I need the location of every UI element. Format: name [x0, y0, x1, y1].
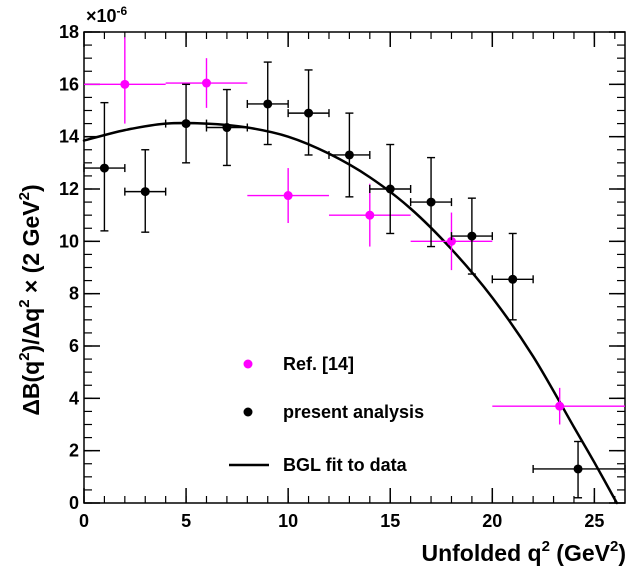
present-analysis-point [205, 88, 249, 167]
data-marker [426, 197, 436, 207]
y-axis-title-part-2: )/Δq [18, 308, 44, 353]
legend-label-bgl-fit: BGL fit to data [283, 455, 408, 475]
y-axis-title-sup-2: 2 [16, 299, 33, 307]
data-marker [201, 78, 211, 88]
x-tick-label: 5 [181, 511, 191, 531]
ref14-point [84, 37, 166, 124]
present-analysis-point [246, 61, 289, 146]
data-marker [263, 99, 273, 109]
y-tick-label: 8 [69, 284, 79, 304]
legend-marker-ref14 [243, 359, 253, 369]
data-marker [120, 79, 130, 89]
x-tick-label: 0 [79, 511, 89, 531]
legend-label-ref14: Ref. [14] [283, 354, 354, 374]
legend-label-present-analysis: present analysis [283, 402, 424, 422]
present-analysis-point [491, 232, 534, 321]
data-marker [140, 187, 150, 197]
present-analysis-point [409, 156, 453, 248]
x-axis-title-unit-sup: 2 [610, 538, 618, 555]
data-marker [446, 236, 456, 246]
y-tick-label: 16 [59, 74, 79, 94]
y-axis-title-sup-1: 2 [16, 352, 33, 360]
ref14-point [165, 58, 248, 108]
data-marker [573, 464, 583, 474]
x-axis-title-unit-end: ) [618, 540, 626, 566]
y-tick-label: 4 [69, 388, 79, 408]
present-analysis-point [83, 101, 126, 232]
legend: Ref. [14] present analysis BGL fit to da… [229, 354, 424, 475]
ref14-point [410, 212, 493, 271]
data-marker [365, 210, 375, 220]
y-tick-label: 14 [59, 127, 79, 147]
data-marker [344, 150, 354, 160]
y-tick-label: 0 [69, 493, 79, 513]
y-tick-label: 12 [59, 179, 79, 199]
present-analysis-point [450, 197, 494, 275]
x-axis-title-sup: 2 [542, 538, 550, 555]
ref14-point [247, 168, 329, 224]
x-axis-title-main: Unfolded q [421, 540, 541, 566]
data-marker [385, 184, 395, 194]
present-analysis-point [124, 149, 167, 233]
points-layer [83, 37, 626, 499]
data-marker [99, 163, 109, 173]
y-axis-title: ΔB(q2)/Δq2 × (2 GeV2) [16, 184, 44, 415]
y-tick-label: 2 [69, 441, 79, 461]
data-marker [555, 401, 565, 411]
y-axis-title-part-1: ΔB(q [18, 361, 44, 416]
present-analysis-point [532, 440, 626, 499]
x-tick-labels: 0 5 10 15 20 25 [79, 511, 604, 531]
ref14-point [492, 387, 625, 425]
x-tick-label: 20 [482, 511, 502, 531]
y-multiplier: ×10-6 [86, 4, 128, 26]
y-tick-label: 18 [59, 22, 79, 42]
data-marker [181, 119, 191, 129]
data-marker [467, 231, 477, 241]
y-tick-label: 6 [69, 336, 79, 356]
data-marker [304, 108, 314, 118]
major-ticks [83, 31, 625, 504]
ref14-point [328, 183, 411, 247]
y-multiplier-base: ×10 [86, 6, 117, 26]
y-axis-title-sup-3: 2 [16, 192, 33, 200]
present-analysis-point [369, 143, 412, 235]
data-marker [508, 274, 518, 284]
data-marker [222, 123, 232, 133]
x-axis-title-unit: (GeV [550, 540, 611, 566]
y-axis-title-part-4: ) [18, 184, 44, 192]
x-tick-label: 25 [584, 511, 604, 531]
y-axis-title-part-3: × (2 GeV [18, 200, 44, 300]
x-axis-title: Unfolded q2 (GeV2) [421, 538, 626, 566]
x-tick-label: 10 [278, 511, 298, 531]
legend-marker-present-analysis [243, 407, 253, 417]
y-multiplier-exp: -6 [117, 4, 128, 18]
y-tick-labels: 0 2 4 6 8 10 12 14 16 18 [59, 22, 79, 513]
y-tick-label: 10 [59, 231, 79, 251]
x-tick-label: 15 [380, 511, 400, 531]
data-marker [283, 191, 293, 201]
present-analysis-point [328, 112, 371, 198]
present-analysis-point [287, 69, 330, 156]
